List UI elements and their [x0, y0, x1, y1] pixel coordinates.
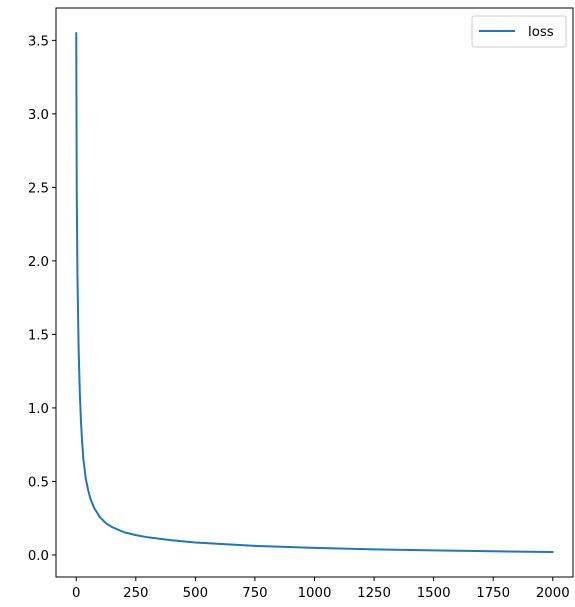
x-tick-label: 250	[123, 586, 148, 601]
x-tick-label: 0	[72, 586, 80, 601]
axes-frame	[55, 7, 574, 578]
x-axis: 0 250 500 750 1000 1250 1500 1750 2000	[72, 577, 570, 601]
y-tick-label: 3.0	[28, 108, 49, 123]
y-tick-label: 0.0	[28, 549, 49, 564]
y-tick-label: 2.5	[28, 181, 49, 196]
x-tick-label: 750	[242, 586, 267, 601]
series-layer	[75, 31, 554, 554]
y-tick-label: 1.0	[28, 402, 49, 417]
x-tick-label: 2000	[536, 586, 570, 601]
legend: loss	[471, 15, 567, 48]
series-line-loss	[75, 31, 554, 554]
y-tick-label: 3.5	[28, 34, 49, 49]
x-tick-label: 500	[183, 586, 208, 601]
y-tick-label: 1.5	[28, 328, 49, 343]
x-tick-label: 1250	[357, 586, 391, 601]
legend-box	[471, 15, 567, 48]
x-tick-label: 1750	[476, 586, 510, 601]
y-axis: 0.0 0.5 1.0 1.5 2.0 2.5 3.0 3.5	[28, 34, 56, 564]
legend-label-loss: loss	[528, 25, 554, 40]
x-tick-label: 1500	[417, 586, 451, 601]
y-tick-label: 2.0	[28, 255, 49, 270]
y-tick-label: 0.5	[28, 475, 49, 490]
x-tick-label: 1000	[298, 586, 332, 601]
